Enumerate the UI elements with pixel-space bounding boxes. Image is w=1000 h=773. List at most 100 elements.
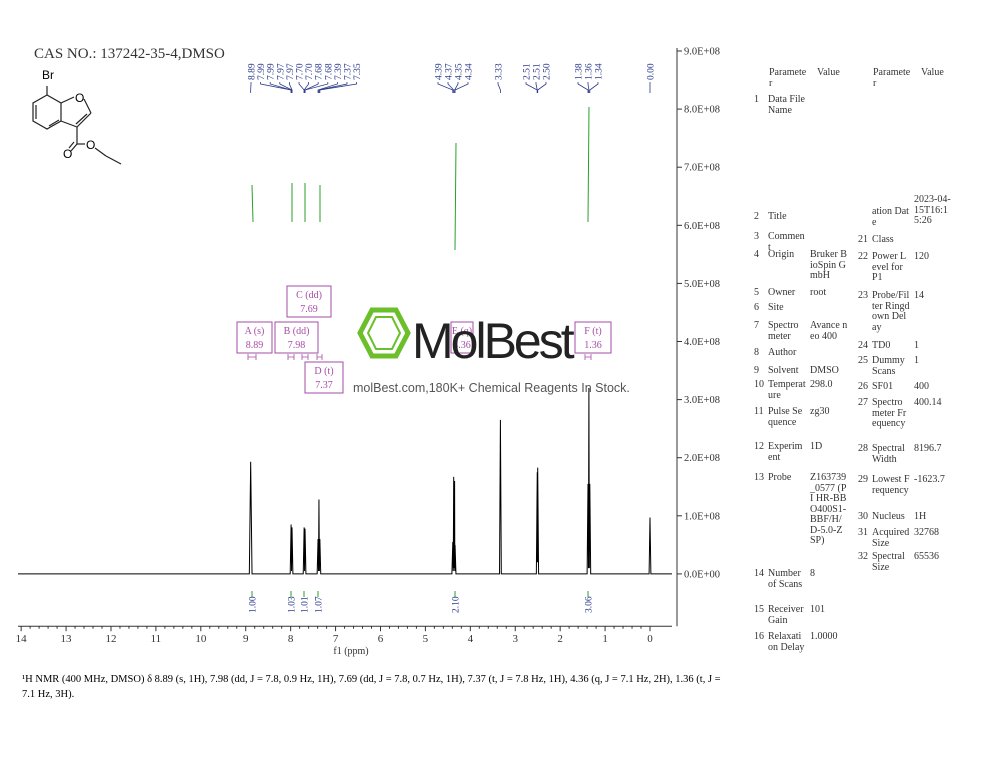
param-name: Comment	[768, 231, 805, 253]
row-index: 21	[858, 234, 868, 245]
peak-connector	[303, 82, 310, 93]
bond	[60, 120, 78, 128]
row-index: 4	[754, 249, 759, 260]
param-name: Pulse Sequence	[768, 406, 803, 428]
peak-label: 7.39	[334, 63, 344, 80]
param-name: Acquired Size	[872, 527, 910, 549]
peak-connector	[589, 82, 599, 93]
row-index: 25	[858, 355, 868, 366]
param-value: 8196.7	[914, 443, 942, 454]
row-index: 14	[754, 568, 764, 579]
peak-connector	[454, 82, 469, 93]
param-value: 101	[810, 604, 825, 615]
peak-label: 7.68	[315, 63, 325, 80]
row-index: 24	[858, 340, 868, 351]
row-index: 11	[754, 406, 764, 417]
peak-label: 1.36	[585, 63, 595, 80]
row-index: 5	[754, 287, 759, 298]
y-tick-label: 1.0E+08	[684, 511, 720, 522]
row-index: 23	[858, 290, 868, 301]
peak-label: 2.51	[523, 63, 533, 80]
table-header: Parameter	[769, 67, 807, 89]
multiplet-label: A (s)	[245, 326, 265, 337]
param-value: 120	[914, 251, 929, 262]
x-tick-label: 13	[61, 633, 73, 645]
row-index: 22	[858, 251, 868, 262]
row-index: 1	[754, 94, 759, 105]
param-value: Bruker BioSpin GmbH	[810, 249, 847, 281]
bond	[105, 155, 122, 165]
bond	[60, 96, 75, 104]
peak-connector	[319, 82, 358, 93]
param-name: TD0	[872, 340, 891, 351]
x-tick-label: 3	[512, 633, 518, 645]
peak-connector	[304, 82, 319, 93]
row-index: 26	[858, 381, 868, 392]
row-index: 8	[754, 347, 759, 358]
bond	[94, 147, 107, 157]
row-index: 9	[754, 365, 759, 376]
integral-label: 3.06	[585, 596, 595, 613]
chart-title: CAS NO.: 137242-35-4,DMSO	[34, 46, 225, 62]
y-tick-label: 7.0E+08	[684, 163, 720, 174]
peak-label: 7.37	[344, 63, 354, 80]
multiplet-label: D (t)	[314, 366, 333, 377]
bond	[76, 112, 92, 128]
row-index: 6	[754, 302, 759, 313]
atom-label: Br	[42, 68, 54, 82]
x-tick-label: 2	[557, 633, 563, 645]
table-header: Value	[921, 67, 944, 78]
integral-label: 1.03	[288, 596, 298, 613]
param-name: Experiment	[768, 441, 803, 463]
param-value: 298.0	[810, 379, 833, 390]
peak-label: 3.33	[495, 63, 505, 80]
param-name: Nucleus	[872, 511, 905, 522]
peak-label: 4.37	[445, 63, 455, 80]
param-name: Class	[872, 234, 894, 245]
multiplet-box	[286, 285, 332, 318]
multiplet-box	[304, 361, 344, 394]
peak-label: 7.99	[267, 63, 277, 80]
peak-connector	[454, 82, 459, 93]
row-index: 10	[754, 379, 764, 390]
watermark-brand: MolBest	[412, 313, 575, 369]
peak-connector	[288, 82, 293, 93]
x-tick-label: 5	[423, 633, 429, 645]
param-name: SF01	[872, 381, 894, 392]
x-tick-label: 9	[243, 633, 249, 645]
param-value: 1	[914, 340, 919, 351]
peak-connector	[318, 82, 348, 93]
param-value: 65536	[914, 551, 939, 562]
multiplet-box	[236, 321, 273, 354]
bond	[75, 113, 88, 125]
peak-label: 1.38	[575, 63, 585, 80]
integral-label: 1.07	[315, 596, 325, 613]
multiplet-shift: 1.36	[584, 340, 602, 351]
param-name: Owner	[768, 287, 796, 298]
param-value: 2023-04-15T16:15:26	[914, 194, 951, 226]
table-header: Value	[817, 67, 840, 78]
multiplet-shift: 7.69	[300, 304, 318, 315]
peak-connector	[317, 82, 338, 93]
multiplet-box	[274, 321, 319, 354]
param-name: Origin	[768, 249, 795, 260]
caption: ¹H NMR (400 MHz, DMSO) δ 8.89 (s, 1H), 7…	[22, 674, 721, 700]
integral-curve	[454, 142, 457, 251]
peak-connector	[437, 82, 454, 93]
peak-label: 4.34	[465, 63, 475, 80]
integral-curve	[251, 184, 254, 223]
row-index: 28	[858, 443, 868, 454]
peak-label: 1.34	[595, 63, 605, 80]
y-tick-label: 6.0E+08	[684, 221, 720, 232]
table-header: Parameter	[873, 67, 911, 89]
x-tick-label: 4	[468, 633, 474, 645]
x-axis-label: f1 (ppm)	[333, 646, 368, 657]
row-index: 32	[858, 551, 868, 562]
param-name: Author	[768, 347, 797, 358]
param-value: 400.14	[914, 397, 942, 408]
param-name: Relaxation Delay	[768, 631, 805, 653]
multiplet-range	[287, 354, 295, 360]
param-name: Temperature	[768, 379, 806, 401]
multiplet-range	[584, 354, 592, 360]
